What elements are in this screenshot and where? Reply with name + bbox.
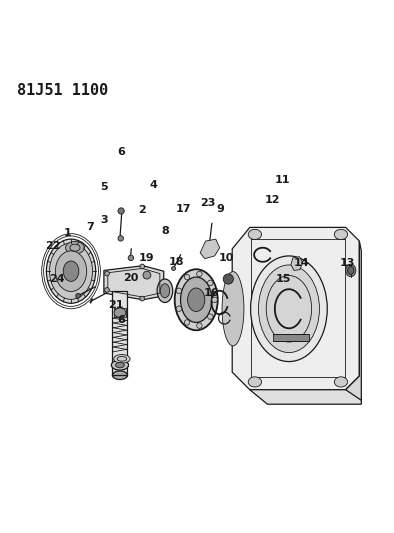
Text: 17: 17	[176, 204, 191, 214]
Ellipse shape	[140, 264, 145, 269]
Ellipse shape	[160, 284, 169, 298]
Ellipse shape	[223, 274, 233, 284]
Text: 2: 2	[138, 205, 146, 215]
Ellipse shape	[140, 296, 145, 301]
Ellipse shape	[46, 239, 96, 303]
Ellipse shape	[348, 266, 354, 274]
Ellipse shape	[76, 294, 80, 298]
Ellipse shape	[208, 280, 213, 286]
Ellipse shape	[197, 271, 202, 277]
Text: 6: 6	[117, 147, 125, 157]
Ellipse shape	[248, 377, 262, 387]
Ellipse shape	[113, 371, 127, 379]
Ellipse shape	[212, 297, 217, 303]
Text: 12: 12	[264, 195, 280, 205]
Text: 22: 22	[45, 241, 61, 251]
Ellipse shape	[222, 272, 244, 346]
Ellipse shape	[105, 271, 110, 276]
Ellipse shape	[115, 362, 124, 368]
Text: 8: 8	[161, 225, 169, 236]
Ellipse shape	[346, 264, 356, 277]
Text: 4: 4	[149, 180, 157, 190]
Ellipse shape	[184, 320, 190, 325]
Ellipse shape	[50, 243, 93, 300]
Ellipse shape	[118, 236, 123, 241]
Polygon shape	[346, 241, 361, 400]
Ellipse shape	[105, 288, 110, 292]
Ellipse shape	[118, 208, 124, 214]
Text: 1: 1	[64, 228, 72, 238]
Ellipse shape	[157, 279, 173, 303]
Ellipse shape	[175, 269, 218, 330]
Text: 18: 18	[169, 257, 184, 267]
Polygon shape	[291, 257, 303, 270]
Polygon shape	[104, 266, 164, 300]
Ellipse shape	[258, 265, 320, 352]
Text: 16: 16	[204, 288, 220, 298]
Ellipse shape	[208, 314, 213, 319]
Ellipse shape	[251, 256, 327, 361]
Ellipse shape	[197, 323, 202, 328]
Bar	[114, 308, 126, 317]
Ellipse shape	[143, 271, 151, 279]
Ellipse shape	[114, 308, 126, 317]
Ellipse shape	[188, 288, 205, 311]
Polygon shape	[250, 376, 361, 404]
Ellipse shape	[335, 229, 348, 239]
Text: 20: 20	[123, 273, 138, 283]
Text: 9: 9	[217, 204, 225, 214]
Text: 15: 15	[276, 274, 292, 284]
Ellipse shape	[248, 229, 262, 239]
Polygon shape	[232, 228, 359, 390]
Text: 10: 10	[219, 253, 234, 263]
Ellipse shape	[65, 241, 84, 254]
Text: 6: 6	[117, 316, 125, 326]
Text: 14: 14	[294, 259, 310, 269]
Text: 11: 11	[275, 175, 290, 185]
Ellipse shape	[335, 377, 348, 387]
Ellipse shape	[184, 274, 190, 280]
Text: 13: 13	[340, 259, 355, 269]
Text: 24: 24	[49, 274, 65, 284]
Text: 81J51 1100: 81J51 1100	[17, 83, 108, 98]
Bar	[113, 291, 127, 376]
Text: 7: 7	[87, 222, 95, 232]
Text: 21: 21	[108, 300, 123, 310]
Bar	[273, 334, 309, 341]
Ellipse shape	[176, 306, 182, 311]
Ellipse shape	[128, 255, 134, 261]
Ellipse shape	[56, 251, 87, 292]
Text: 19: 19	[139, 253, 155, 263]
Ellipse shape	[180, 277, 212, 322]
Ellipse shape	[112, 360, 128, 370]
Polygon shape	[200, 239, 220, 259]
Text: 23: 23	[200, 198, 216, 208]
Ellipse shape	[171, 266, 175, 270]
Ellipse shape	[114, 354, 130, 363]
Ellipse shape	[176, 288, 182, 294]
Text: 5: 5	[100, 182, 108, 192]
Ellipse shape	[63, 261, 79, 281]
Text: 3: 3	[100, 215, 108, 224]
